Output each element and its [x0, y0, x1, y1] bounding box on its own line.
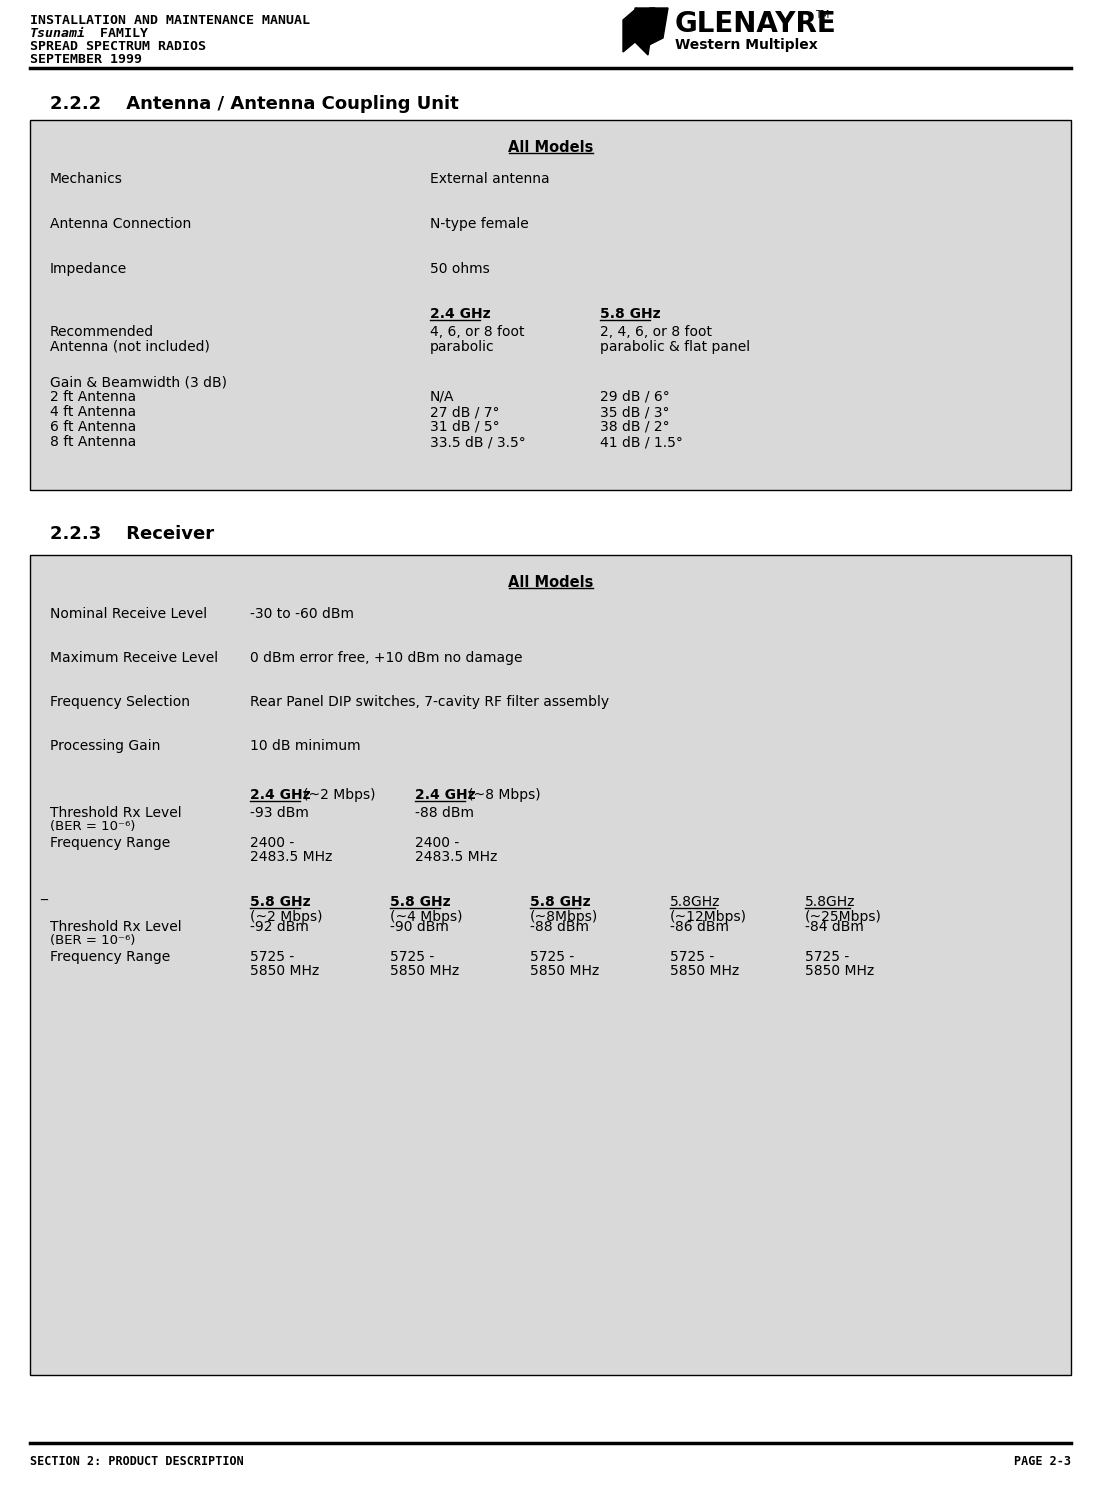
- Text: (~25Mbps): (~25Mbps): [805, 910, 882, 924]
- Text: 5725 -: 5725 -: [671, 950, 715, 965]
- Text: 8 ft Antenna: 8 ft Antenna: [50, 435, 137, 449]
- Text: 5850 MHz: 5850 MHz: [250, 965, 319, 978]
- Text: Frequency Selection: Frequency Selection: [50, 695, 190, 710]
- Text: SEPTEMBER 1999: SEPTEMBER 1999: [30, 54, 142, 66]
- FancyBboxPatch shape: [30, 119, 1071, 491]
- Text: 2, 4, 6, or 8 foot: 2, 4, 6, or 8 foot: [600, 325, 712, 338]
- Text: Frequency Range: Frequency Range: [50, 950, 171, 965]
- Text: 5725 -: 5725 -: [390, 950, 434, 965]
- Text: 0 dBm error free, +10 dBm no damage: 0 dBm error free, +10 dBm no damage: [250, 652, 523, 665]
- Text: (~8 Mbps): (~8 Mbps): [468, 789, 541, 802]
- Text: 5725 -: 5725 -: [530, 950, 575, 965]
- Text: 33.5 dB / 3.5°: 33.5 dB / 3.5°: [430, 435, 526, 449]
- Text: 2.4 GHz: 2.4 GHz: [250, 789, 310, 802]
- Text: 2400 -: 2400 -: [250, 836, 294, 850]
- Text: 5.8 GHz: 5.8 GHz: [530, 895, 590, 910]
- Text: -93 dBm: -93 dBm: [250, 807, 309, 820]
- Text: 4, 6, or 8 foot: 4, 6, or 8 foot: [430, 325, 524, 338]
- Text: 5850 MHz: 5850 MHz: [530, 965, 599, 978]
- Text: 10 dB minimum: 10 dB minimum: [250, 740, 361, 753]
- Text: All Models: All Models: [508, 576, 593, 590]
- Text: -88 dBm: -88 dBm: [530, 920, 589, 933]
- Text: 5850 MHz: 5850 MHz: [805, 965, 874, 978]
- Text: N-type female: N-type female: [430, 218, 528, 231]
- Text: SECTION 2: PRODUCT DESCRIPTION: SECTION 2: PRODUCT DESCRIPTION: [30, 1455, 243, 1469]
- Text: 5.8 GHz: 5.8 GHz: [250, 895, 310, 910]
- Text: -30 to -60 dBm: -30 to -60 dBm: [250, 607, 355, 620]
- Text: parabolic: parabolic: [430, 340, 494, 353]
- Text: Nominal Receive Level: Nominal Receive Level: [50, 607, 207, 620]
- Text: 2.4 GHz: 2.4 GHz: [415, 789, 476, 802]
- Text: Antenna (not included): Antenna (not included): [50, 340, 210, 353]
- Text: N/A: N/A: [430, 391, 455, 404]
- Text: PAGE 2-3: PAGE 2-3: [1014, 1455, 1071, 1469]
- Text: 29 dB / 6°: 29 dB / 6°: [600, 391, 669, 404]
- Text: parabolic & flat panel: parabolic & flat panel: [600, 340, 750, 353]
- Text: 5.8 GHz: 5.8 GHz: [390, 895, 450, 910]
- Text: _: _: [40, 887, 47, 901]
- Text: 2 ft Antenna: 2 ft Antenna: [50, 391, 137, 404]
- Text: 5850 MHz: 5850 MHz: [671, 965, 739, 978]
- Text: 35 dB / 3°: 35 dB / 3°: [600, 406, 669, 419]
- Text: Mechanics: Mechanics: [50, 171, 123, 186]
- Text: FAMILY: FAMILY: [92, 27, 148, 40]
- Text: (BER = 10⁻⁶): (BER = 10⁻⁶): [50, 933, 135, 947]
- Text: TM: TM: [815, 10, 829, 19]
- Text: 2.2.2    Antenna / Antenna Coupling Unit: 2.2.2 Antenna / Antenna Coupling Unit: [50, 95, 459, 113]
- Text: 41 dB / 1.5°: 41 dB / 1.5°: [600, 435, 683, 449]
- Text: (~2 Mbps): (~2 Mbps): [250, 910, 323, 924]
- Text: Recommended: Recommended: [50, 325, 154, 338]
- Text: -90 dBm: -90 dBm: [390, 920, 449, 933]
- Text: External antenna: External antenna: [430, 171, 549, 186]
- Text: 31 dB / 5°: 31 dB / 5°: [430, 420, 500, 434]
- Text: 5.8GHz: 5.8GHz: [671, 895, 720, 910]
- Text: Antenna Connection: Antenna Connection: [50, 218, 192, 231]
- Text: Threshold Rx Level: Threshold Rx Level: [50, 920, 182, 933]
- Text: Western Multiplex: Western Multiplex: [675, 37, 818, 52]
- Text: 6 ft Antenna: 6 ft Antenna: [50, 420, 137, 434]
- Text: 2483.5 MHz: 2483.5 MHz: [250, 850, 333, 863]
- Polygon shape: [623, 7, 637, 52]
- Polygon shape: [647, 7, 668, 46]
- Text: Maximum Receive Level: Maximum Receive Level: [50, 652, 218, 665]
- Text: INSTALLATION AND MAINTENANCE MANUAL: INSTALLATION AND MAINTENANCE MANUAL: [30, 13, 310, 27]
- Text: Processing Gain: Processing Gain: [50, 740, 161, 753]
- Text: Impedance: Impedance: [50, 262, 128, 276]
- Text: 2.2.3    Receiver: 2.2.3 Receiver: [50, 525, 214, 543]
- Text: (~8Mbps): (~8Mbps): [530, 910, 598, 924]
- Text: Threshold Rx Level: Threshold Rx Level: [50, 807, 182, 820]
- Text: 5850 MHz: 5850 MHz: [390, 965, 459, 978]
- Text: All Models: All Models: [508, 140, 593, 155]
- Text: -86 dBm: -86 dBm: [671, 920, 729, 933]
- Polygon shape: [635, 7, 655, 55]
- Text: 5.8GHz: 5.8GHz: [805, 895, 855, 910]
- Text: 5.8 GHz: 5.8 GHz: [600, 307, 661, 321]
- Text: (~2 Mbps): (~2 Mbps): [303, 789, 375, 802]
- Text: 38 dB / 2°: 38 dB / 2°: [600, 420, 669, 434]
- Text: 50 ohms: 50 ohms: [430, 262, 490, 276]
- Text: 5725 -: 5725 -: [250, 950, 294, 965]
- Text: 4 ft Antenna: 4 ft Antenna: [50, 406, 137, 419]
- Text: -84 dBm: -84 dBm: [805, 920, 864, 933]
- Text: Tsunami: Tsunami: [30, 27, 86, 40]
- Text: -92 dBm: -92 dBm: [250, 920, 309, 933]
- FancyBboxPatch shape: [30, 555, 1071, 1375]
- Text: 2400 -: 2400 -: [415, 836, 459, 850]
- Text: -88 dBm: -88 dBm: [415, 807, 475, 820]
- Text: Rear Panel DIP switches, 7-cavity RF filter assembly: Rear Panel DIP switches, 7-cavity RF fil…: [250, 695, 609, 710]
- Text: Gain & Beamwidth (3 dB): Gain & Beamwidth (3 dB): [50, 376, 227, 389]
- Text: (~12Mbps): (~12Mbps): [671, 910, 746, 924]
- Text: 2.4 GHz: 2.4 GHz: [430, 307, 491, 321]
- Text: SPREAD SPECTRUM RADIOS: SPREAD SPECTRUM RADIOS: [30, 40, 206, 54]
- Text: 27 dB / 7°: 27 dB / 7°: [430, 406, 500, 419]
- Text: 2483.5 MHz: 2483.5 MHz: [415, 850, 498, 863]
- Text: (BER = 10⁻⁶): (BER = 10⁻⁶): [50, 820, 135, 833]
- Text: (~4 Mbps): (~4 Mbps): [390, 910, 462, 924]
- Text: GLENAYRE: GLENAYRE: [675, 10, 837, 37]
- Text: Frequency Range: Frequency Range: [50, 836, 171, 850]
- Text: 5725 -: 5725 -: [805, 950, 849, 965]
